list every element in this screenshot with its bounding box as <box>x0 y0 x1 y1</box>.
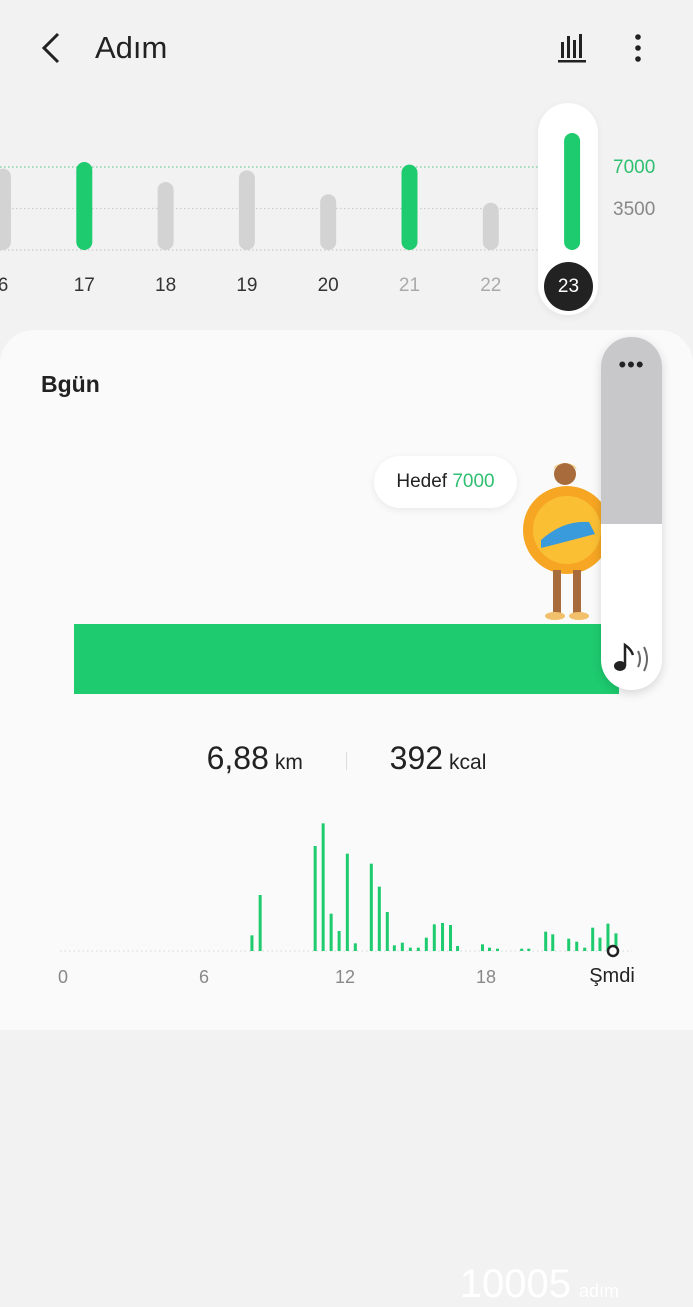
hour-bar <box>424 937 428 951</box>
hour-bar <box>329 913 333 951</box>
hour-bar <box>377 886 381 951</box>
goal-bubble[interactable]: Hedef 7000 <box>374 456 517 508</box>
hour-bar <box>449 925 453 951</box>
hour-bar <box>583 947 587 951</box>
day-bar-17[interactable] <box>76 162 93 250</box>
hour-bar <box>527 948 531 951</box>
goal-label: Hedef <box>396 471 448 492</box>
day-bar-19[interactable] <box>238 170 255 250</box>
day-label-22[interactable]: 22 <box>480 275 502 296</box>
day-label-20[interactable]: 20 <box>317 275 339 296</box>
hour-bar <box>598 937 602 951</box>
hour-bar <box>544 931 548 951</box>
hour-bar <box>313 846 317 951</box>
summary-stats: 6,88 km 392 kcal <box>0 740 693 777</box>
hour-bar <box>488 947 492 951</box>
steps-unit: adım <box>578 1281 619 1301</box>
hour-tick-label: 12 <box>334 967 356 987</box>
steps-count: 10005 <box>459 1262 571 1306</box>
bar-chart-icon[interactable] <box>556 32 588 64</box>
hour-bar <box>432 924 436 951</box>
daily-steps-chart[interactable] <box>0 100 693 330</box>
music-note-sound-icon[interactable] <box>611 639 653 675</box>
hour-bar <box>551 934 555 951</box>
hour-bar <box>337 931 341 951</box>
hour-bar <box>345 853 349 951</box>
distance-value: 6,88 <box>206 740 269 776</box>
sun-mascot-illustration <box>523 463 611 620</box>
goal-reference-label: 7000 <box>613 157 656 178</box>
hour-tick-label: 18 <box>475 967 497 987</box>
hour-bar <box>496 948 500 951</box>
hour-tick-label: 0 <box>57 967 69 987</box>
today-title: Bgün <box>41 371 100 397</box>
distance-unit: km <box>274 751 303 774</box>
day-bar-22[interactable] <box>482 202 499 250</box>
hourly-steps-chart[interactable] <box>0 800 693 1000</box>
day-bar-6[interactable] <box>0 168 11 250</box>
volume-level-fill[interactable] <box>601 337 662 525</box>
now-marker <box>606 944 620 958</box>
day-bar-20[interactable] <box>320 194 337 250</box>
hour-bar <box>416 947 420 951</box>
hour-bar <box>385 912 389 951</box>
hour-bar <box>258 895 262 951</box>
hour-bar <box>441 923 445 951</box>
hour-bar <box>408 947 412 951</box>
hour-bar <box>400 942 404 951</box>
day-bar-21[interactable] <box>401 164 418 250</box>
day-label-17[interactable]: 17 <box>73 275 95 296</box>
steps-progress-bar: 10005 adım <box>74 624 619 1306</box>
hour-bar <box>369 863 373 951</box>
hour-bar <box>606 923 610 951</box>
day-label-21[interactable]: 21 <box>398 275 421 296</box>
hour-bar <box>480 944 484 951</box>
hour-bar <box>591 927 595 951</box>
chevron-left-icon <box>41 32 60 64</box>
hour-tick-label: 6 <box>198 967 210 987</box>
hour-bar <box>520 948 524 951</box>
now-label: Şmdi <box>589 965 635 987</box>
hour-bar <box>456 946 460 951</box>
day-label-6[interactable]: 6 <box>0 275 9 296</box>
day-label-18[interactable]: 18 <box>155 275 177 296</box>
more-horizontal-icon[interactable]: ••• <box>618 352 645 377</box>
divider <box>345 751 347 770</box>
page-title: Adım <box>95 30 168 65</box>
back-button[interactable] <box>36 28 72 68</box>
hour-bar <box>567 938 571 951</box>
hour-bar <box>614 933 618 951</box>
hour-bar <box>321 823 325 951</box>
hour-bar <box>575 941 579 951</box>
hour-bar <box>353 943 357 951</box>
more-vertical-icon[interactable] <box>624 32 652 66</box>
hour-bar <box>250 935 254 951</box>
day-bar-23[interactable] <box>564 133 581 250</box>
day-label-19[interactable]: 19 <box>236 275 258 296</box>
day-bar-18[interactable] <box>157 181 174 250</box>
goal-value: 7000 <box>452 471 495 492</box>
half-goal-reference-label: 3500 <box>613 199 656 220</box>
calories-unit: kcal <box>449 751 487 774</box>
volume-panel[interactable]: ••• <box>601 337 662 690</box>
calories-value: 392 <box>389 740 444 776</box>
day-label-23[interactable]: 23 <box>544 262 593 311</box>
hour-bar <box>392 945 396 951</box>
